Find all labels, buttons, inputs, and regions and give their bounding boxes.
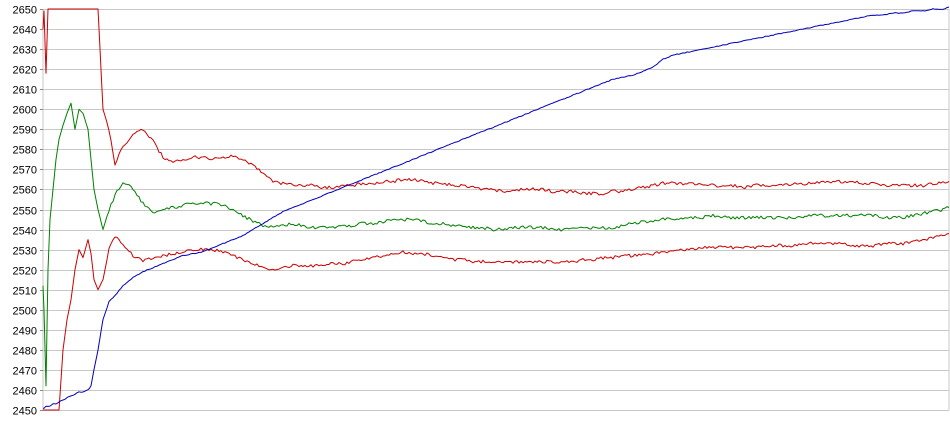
middle-series — [42, 102, 950, 387]
y-tick-label: 2560 — [13, 185, 37, 197]
y-tick-label: 2650 — [13, 5, 37, 17]
y-tick-label: 2580 — [13, 145, 37, 157]
y-tick-label: 2500 — [13, 306, 37, 318]
y-tick-label: 2510 — [13, 286, 37, 298]
y-tick-label: 2540 — [13, 226, 37, 238]
y-tick-label: 2530 — [13, 246, 37, 258]
grid-lines — [43, 9, 949, 411]
y-tick-label: 2550 — [13, 206, 37, 218]
y-tick-label: 2470 — [13, 366, 37, 378]
y-tick-label: 2480 — [13, 346, 37, 358]
y-axis: 2650 2640 2630 2620 2610 2600 2590 2580 2570 2560… — [13, 5, 950, 418]
y-tick-label: 2620 — [13, 65, 37, 77]
series-group — [42, 6, 950, 411]
y-tick-label: 2600 — [13, 105, 37, 117]
y-tick-label: 2450 — [13, 406, 37, 418]
y-tick-label: 2570 — [13, 165, 37, 177]
y-tick-label: 2520 — [13, 266, 37, 278]
upper-band-series — [42, 8, 950, 196]
y-tick-label: 2640 — [13, 25, 37, 37]
y-tick-label: 2590 — [13, 125, 37, 137]
y-tick-label: 2490 — [13, 326, 37, 338]
y-tick-label: 2460 — [13, 386, 37, 398]
trend-series — [43, 6, 950, 409]
y-tick-label: 2610 — [13, 85, 37, 97]
y-tick-label: 2630 — [13, 45, 37, 57]
lower-band-series — [43, 233, 950, 411]
